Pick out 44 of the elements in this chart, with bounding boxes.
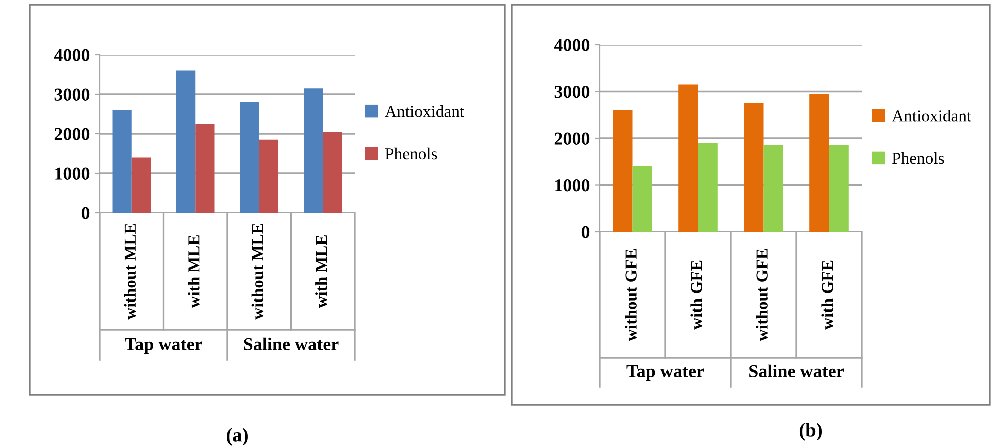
y-tick-label: 2000	[54, 128, 90, 140]
y-tick-label: 3000	[54, 88, 90, 101]
bar	[196, 124, 215, 213]
x-tick-label: with GFE	[690, 260, 702, 330]
y-tick-label: 1000	[56, 168, 90, 180]
text: Tap water	[124, 338, 202, 354]
x-tick-label: with GFE	[822, 260, 834, 330]
text: (b)	[800, 423, 822, 441]
bar	[810, 94, 830, 232]
y-tick-label: 1000	[556, 180, 590, 192]
legend-label: Phenols	[892, 152, 944, 164]
x-tick-label: with MLE	[316, 236, 328, 308]
x-tick-label: without MLE	[252, 224, 264, 320]
bar	[698, 143, 718, 232]
bar	[259, 140, 278, 213]
bar	[632, 166, 652, 232]
y-tick-label: 3000	[554, 86, 590, 98]
bar	[304, 88, 324, 213]
y-tick-label: 2000	[554, 132, 590, 145]
y-tick-label: 0	[82, 207, 90, 220]
text: Saline water	[244, 338, 339, 351]
bar	[176, 70, 196, 213]
x-tick-label: without MLE	[124, 224, 136, 320]
legend-label: Phenols	[385, 148, 438, 160]
text: (a)	[227, 428, 248, 446]
bar	[764, 146, 784, 232]
bar	[829, 146, 849, 232]
y-tick-label: 4000	[554, 39, 590, 52]
text: Tap water	[626, 366, 704, 382]
legend-label: Antioxidant	[892, 110, 972, 122]
x-tick-label: with MLE	[188, 236, 200, 308]
bar	[132, 158, 151, 213]
legend-label: Antioxidant	[385, 106, 465, 118]
y-tick-label: 4000	[54, 49, 90, 62]
bar	[678, 84, 698, 232]
x-tick-label: without GFE	[625, 249, 637, 342]
x-tick-label: without GFE	[756, 249, 768, 342]
y-tick-label: 0	[582, 226, 590, 238]
bar	[240, 102, 260, 213]
bar	[323, 132, 342, 213]
bar	[112, 110, 132, 213]
bar	[613, 110, 633, 232]
bar	[744, 103, 764, 232]
text: Saline water	[750, 364, 844, 378]
